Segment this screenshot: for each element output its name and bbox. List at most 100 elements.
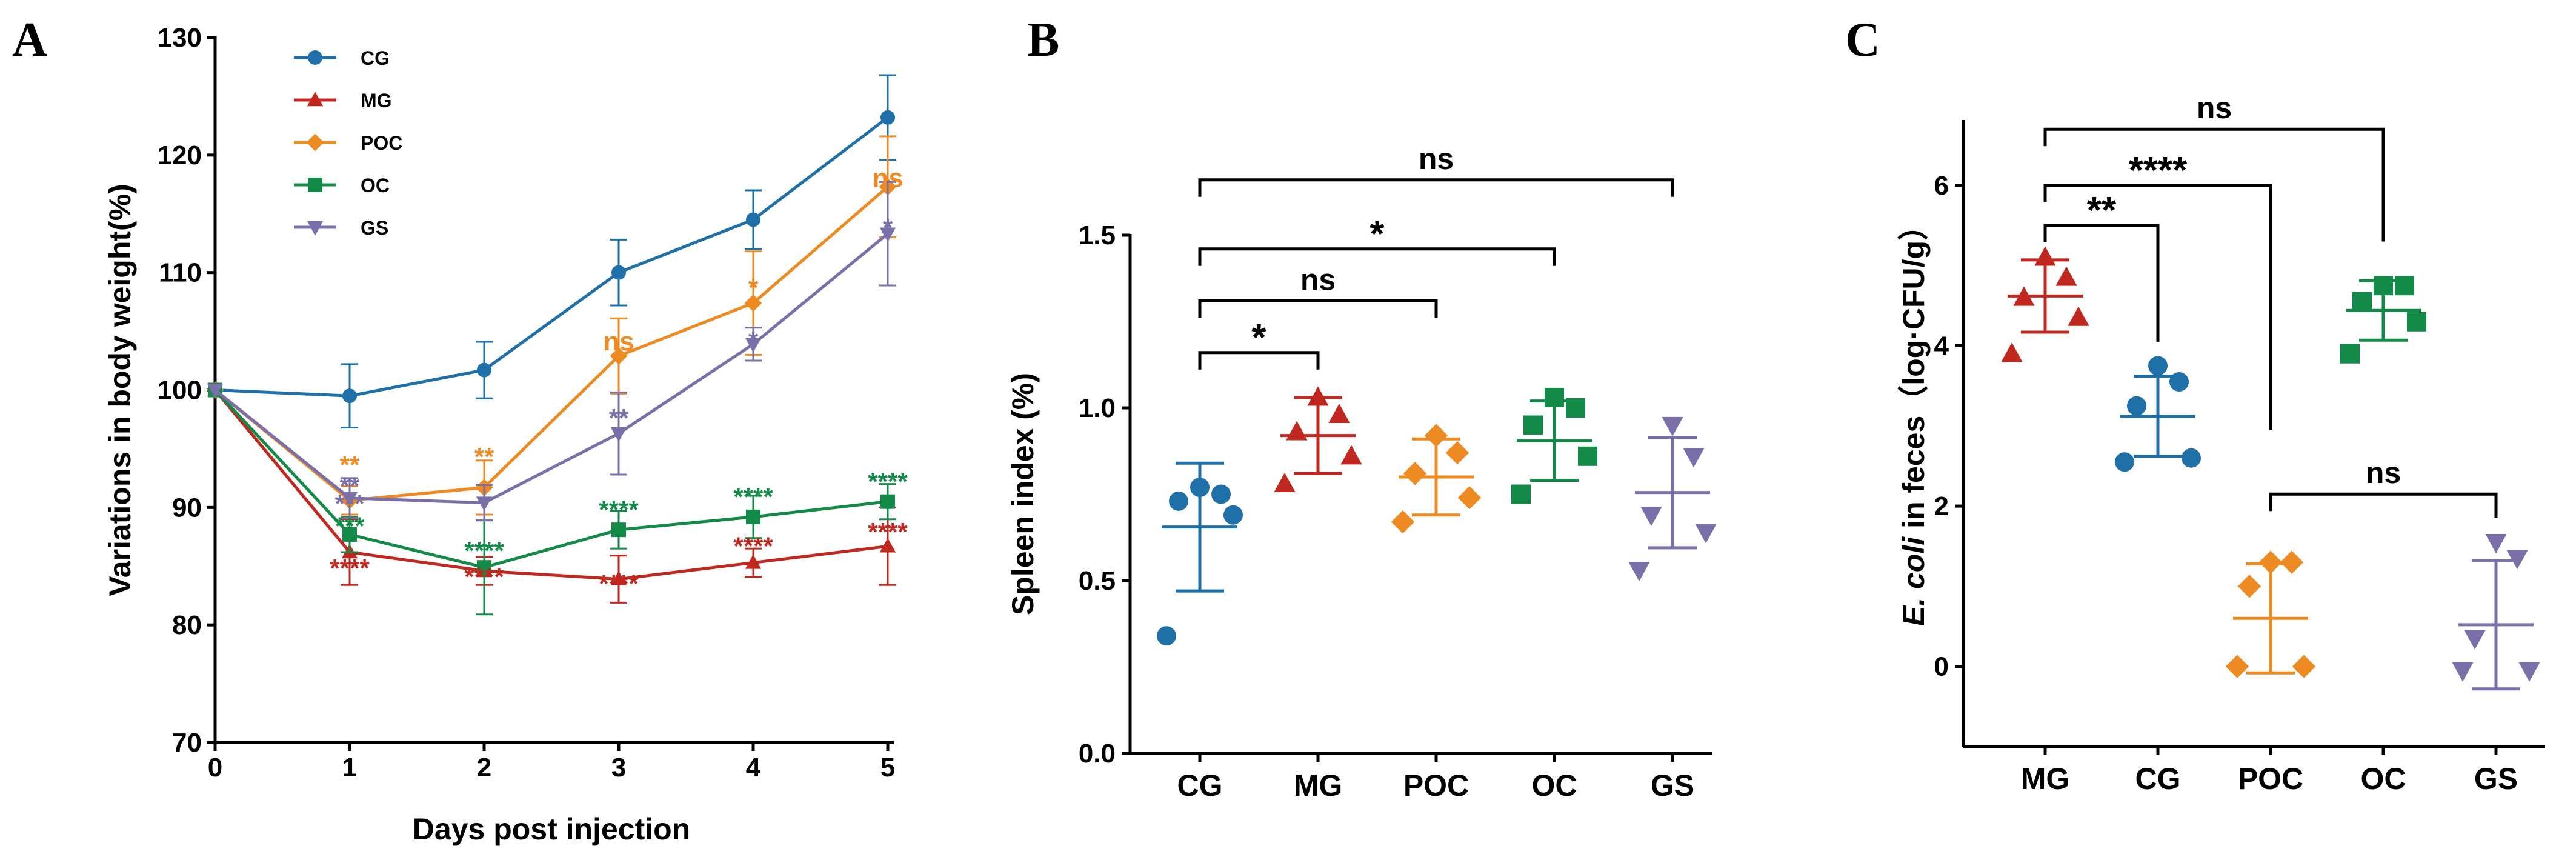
a-legend-label-oc: OC — [361, 175, 390, 196]
a-point-oc-4 — [746, 509, 760, 524]
a-point-gs-5 — [879, 227, 896, 242]
a-point-gs-4 — [745, 338, 762, 353]
a-annotation-16: ns — [872, 164, 903, 193]
a-legend-label-poc: POC — [361, 132, 402, 154]
c-bracket-label-2: ns — [2197, 91, 2232, 125]
b-point-oc-1 — [1578, 446, 1597, 466]
a-annotation-13: * — [748, 326, 759, 355]
b-point-cg-1 — [1223, 505, 1243, 525]
b-group-poc — [1391, 424, 1482, 534]
b-point-oc-4 — [1545, 387, 1564, 407]
b-point-gs-3 — [1683, 448, 1705, 468]
c-y-axis-title-italic: E. coli — [1897, 536, 1931, 626]
a-y-tick-label-110: 110 — [159, 258, 202, 288]
c-bracket-label-0: ** — [2087, 190, 2117, 232]
c-y-tick-label-6: 6 — [1934, 171, 1949, 201]
b-bracket-1 — [1198, 299, 1438, 318]
b-group-gs — [1628, 416, 1717, 582]
c-y-axis-title: E. coli in feces（log·CFU/g） — [1897, 210, 1931, 626]
c-point-gs-2 — [2464, 630, 2486, 650]
c-group-oc — [2340, 276, 2426, 364]
c-point-poc-3 — [2280, 550, 2304, 574]
a-y-tick-label-130: 130 — [158, 23, 202, 53]
a-line-oc — [214, 388, 888, 569]
a-point-cg-3 — [611, 265, 626, 280]
a-point-oc-3 — [611, 522, 626, 538]
c-bracket-2 — [2043, 127, 2385, 242]
c-y-tick-label-2: 2 — [1934, 492, 1949, 521]
a-y-axis-title: Variations in body weight(%) — [103, 184, 137, 596]
c-point-poc-0 — [2225, 655, 2249, 678]
a-point-cg-4 — [746, 212, 760, 227]
a-legend-label-mg: MG — [361, 90, 392, 112]
b-x-tick-label-mg: MG — [1294, 768, 1343, 802]
a-x-tick-label-2: 2 — [477, 753, 491, 782]
b-x-tick-label-poc: POC — [1403, 768, 1469, 802]
a-point-poc-4 — [744, 294, 762, 312]
b-point-gs-2 — [1640, 507, 1662, 527]
c-bracket-label-3: ns — [2366, 456, 2401, 490]
c-x-tick-label-gs: GS — [2474, 762, 2518, 796]
a-y-tick-label-70: 70 — [172, 728, 202, 758]
b-point-poc-0 — [1391, 510, 1415, 534]
a-annotation-0: ** — [340, 451, 360, 479]
c-bracket-0 — [2043, 224, 2160, 342]
a-x-tick-label-3: 3 — [611, 753, 626, 782]
c-point-cg-0 — [2115, 452, 2134, 472]
b-group-mg — [1274, 386, 1362, 492]
a-point-gs-3 — [610, 427, 627, 442]
a-x-tick-label-4: 4 — [746, 753, 761, 782]
b-bracket-2 — [1198, 247, 1556, 266]
b-x-tick-label-cg: CG — [1177, 768, 1223, 802]
c-x-tick-label-cg: CG — [2135, 762, 2181, 796]
a-point-gs-1 — [341, 492, 358, 507]
b-point-mg-4 — [1307, 386, 1329, 406]
a-annotation-8: ns — [603, 327, 634, 356]
c-bracket-1 — [2043, 184, 2272, 430]
b-y-tick-label-0-0: 0.0 — [1079, 739, 1116, 768]
a-annotation-17: * — [883, 213, 893, 242]
a-legend-marker-oc — [308, 178, 322, 192]
a-annotation-15: **** — [733, 532, 773, 560]
a-annotation-7: **** — [464, 562, 504, 591]
c-point-oc-2 — [2352, 292, 2372, 312]
a-y-tick-label-80: 80 — [172, 610, 202, 640]
panel-b-chart: 0.0 0.5 1.0 1.5 CG MG POC OC GS * ns * ns Spleen inde… — [1006, 142, 1717, 802]
a-legend: CG MG POC OC GS — [294, 47, 402, 239]
a-annotation-18: **** — [868, 467, 908, 496]
b-point-oc-2 — [1523, 415, 1543, 435]
c-group-poc — [2225, 550, 2316, 678]
a-legend-marker-gs — [307, 221, 324, 236]
c-point-gs-0 — [2452, 662, 2474, 682]
c-point-gs-1 — [2518, 662, 2540, 682]
a-line-cg — [215, 116, 889, 398]
b-bracket-label-2: * — [1370, 213, 1385, 255]
b-point-cg-3 — [1211, 484, 1231, 504]
a-annotation-11: **** — [599, 569, 639, 598]
a-y-tick-label-100: 100 — [158, 376, 202, 405]
a-annotation-6: **** — [464, 536, 504, 565]
a-line-poc — [214, 185, 889, 502]
a-annotation-19: **** — [868, 518, 908, 546]
c-x-tick-label-poc: POC — [2238, 762, 2303, 796]
a-annotation-1: ** — [340, 472, 360, 501]
a-x-axis-title: Days post injection — [413, 812, 690, 846]
b-point-oc-3 — [1566, 398, 1585, 418]
a-point-cg-5 — [880, 110, 895, 125]
c-point-poc-4 — [2258, 550, 2283, 574]
a-line-gs — [214, 232, 889, 505]
c-y-tick-label-0: 0 — [1934, 652, 1949, 682]
b-y-tick-label-1-0: 1.0 — [1079, 393, 1116, 423]
b-point-cg-2 — [1169, 491, 1188, 511]
a-point-oc-5 — [880, 494, 895, 509]
a-y-tick-label-90: 90 — [172, 493, 202, 522]
c-point-poc-1 — [2292, 655, 2316, 678]
b-point-cg-4 — [1190, 478, 1210, 498]
a-point-gs-0 — [207, 384, 224, 399]
c-y-axis-title-rest: in feces（log·CFU/g） — [1897, 210, 1931, 537]
c-point-oc-4 — [2374, 276, 2393, 296]
a-point-mg-5 — [879, 538, 896, 553]
c-point-oc-1 — [2407, 312, 2426, 332]
a-annotation-2: *** — [334, 490, 365, 518]
b-point-mg-3 — [1328, 404, 1350, 423]
